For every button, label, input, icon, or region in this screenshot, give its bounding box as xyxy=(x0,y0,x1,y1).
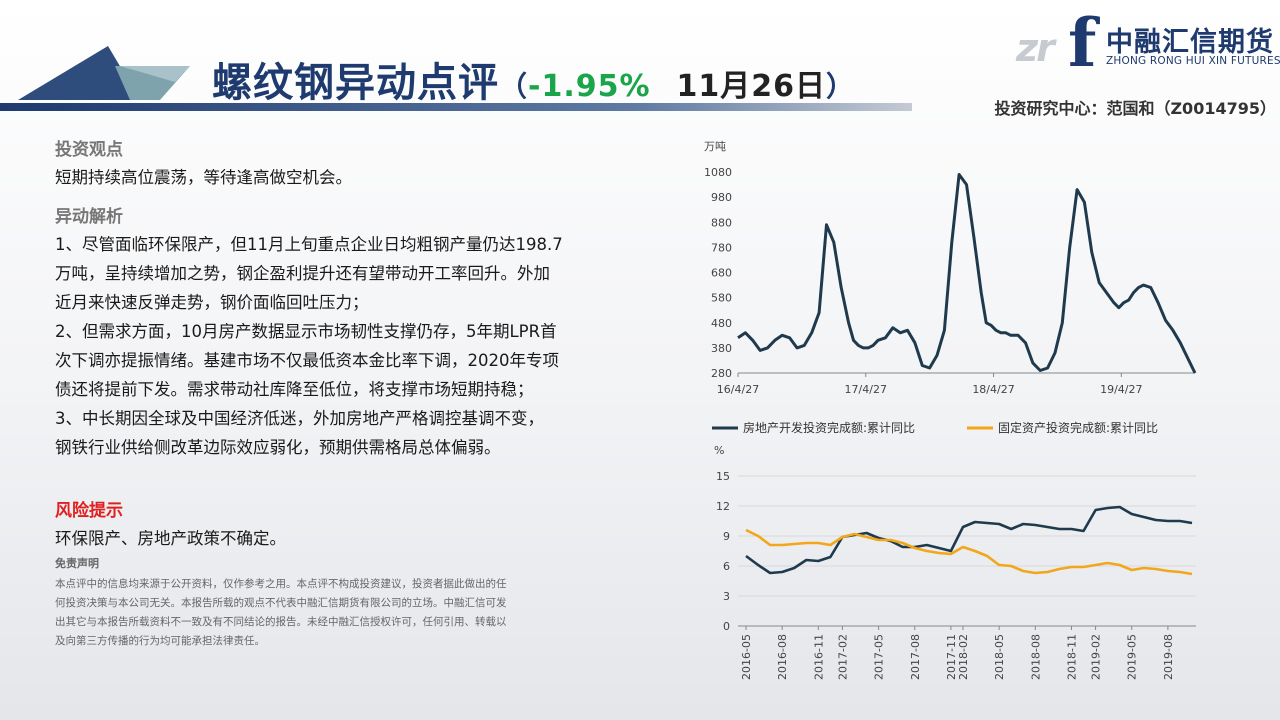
chart1-y-tick: 480 xyxy=(711,317,732,330)
disclaimer-line: 何投资决策与本公司无关。本报告所载的观点不代表中融汇信期货有限公司的立场。中融汇… xyxy=(55,597,507,609)
chart2-x-tick: 2019-05 xyxy=(1126,634,1139,680)
chart1-y-tick: 580 xyxy=(711,292,732,305)
title-highlight: 异动点评 xyxy=(335,60,499,106)
disclaimer-line: 本点评中的信息均来源于公开资料，仅作参考之用。本点评不构成投资建议，投资者据此做… xyxy=(55,578,507,590)
series-line-fixed-asset xyxy=(745,528,1193,576)
chart2-y-tick: 12 xyxy=(716,500,730,513)
header-decoration xyxy=(18,46,190,100)
legend-real-estate: 房地产开发投资完成额:累计同比 xyxy=(743,420,915,435)
analysis-line: 1、尽管面临环保限产，但11月上旬重点企业日均粗钢产量仍达198.7 xyxy=(55,235,563,254)
chart1-x-tick: 17/4/27 xyxy=(845,383,887,396)
chart2-y-unit: % xyxy=(714,444,724,457)
chart1-y-unit: 万吨 xyxy=(704,140,726,153)
chart2-y-tick: 9 xyxy=(723,530,730,543)
chart2-x-tick: 2016-05 xyxy=(740,634,753,680)
analysis-line: 钢铁行业供给侧改革边际效应弱化，预期供需格局总体偏弱。 xyxy=(55,438,501,457)
chart2-x-tick: 2016-08 xyxy=(776,634,789,680)
chart1-y-tick: 680 xyxy=(711,267,732,280)
chart2-x-tick: 2017-02 xyxy=(836,634,849,680)
chart2-y-tick: 15 xyxy=(716,470,730,483)
page-title: 螺纹钢异动点评（-1.95% 11月26日） xyxy=(212,50,855,108)
chart2-y-tick: 6 xyxy=(723,560,730,573)
chart2-x-tick: 2017-05 xyxy=(873,634,886,680)
chart1-x-tick: 16/4/27 xyxy=(717,383,759,396)
disclaimer-body: 本点评中的信息均来源于公开资料，仅作参考之用。本点评不构成投资建议，投资者据此做… xyxy=(55,575,630,651)
steel-output-chart: 万吨 280 380 480 580 680 780 880 980 1080 16/4/27 17/… xyxy=(704,140,1197,396)
investment-growth-chart: 房地产开发投资完成额:累计同比 固定资产投资完成额:累计同比% 0 3 6 9 12 15 20… xyxy=(712,420,1196,680)
chart1-series-line xyxy=(737,173,1197,374)
series-line-real-estate xyxy=(745,505,1193,575)
chart2-x-tick: 2018-08 xyxy=(1029,634,1042,680)
logo-en-name: ZHONG RONG HUI XIN FUTURES xyxy=(1106,55,1280,67)
analysis-line: 次下调亦提振情绪。基建市场不仅最低资本金比率下调，2020年专项 xyxy=(55,351,559,370)
chart1-y-tick: 380 xyxy=(711,342,732,355)
chart1-y-tick: 280 xyxy=(711,367,732,380)
logo-cn-name: 中融汇信期货 xyxy=(1106,27,1274,58)
logo-watermark: zr xyxy=(1016,26,1055,70)
disclaimer-line: 及向第三方传播的行为均可能承担法律责任。 xyxy=(55,635,265,647)
chart1-x-tick: 19/4/27 xyxy=(1100,383,1142,396)
chart2-x-tick: 2017-08 xyxy=(909,634,922,680)
disclaimer-title: 免责声明 xyxy=(55,557,99,570)
price-change: -1.95% xyxy=(528,69,651,104)
text-column: 投资观点 短期持续高位震荡，等待逢高做空机会。 异动解析 1、尽管面临环保限产，… xyxy=(55,137,645,651)
chart2-x-tick: 2016-11 xyxy=(812,634,825,680)
report-date: 11月26日 xyxy=(676,69,827,104)
chart1-y-tick: 780 xyxy=(711,241,732,254)
chart2-x-tick: 2018-11 xyxy=(1065,634,1078,680)
company-logo: zr f 中融汇信期货 ZHONG RONG HUI XIN FUTURES xyxy=(1016,4,1280,82)
analysis-line: 2、但需求方面，10月房产数据显示市场韧性支撑仍存，5年期LPR首 xyxy=(55,322,557,341)
analysis-line: 债还将提前下发。需求带动社库降至低位，将支撑市场短期持稳； xyxy=(55,380,534,399)
chart2-x-tick: 2019-02 xyxy=(1090,634,1103,680)
chart2-x-tick: 2018-05 xyxy=(993,634,1006,680)
risk-title: 风险提示 xyxy=(55,501,123,521)
disclaimer-line: 出其它与本报告所载资料不一致及有不同结论的报告。未经中融汇信授权许可，任何引用、… xyxy=(55,616,507,628)
chart2-x-tick: 2019-08 xyxy=(1162,634,1175,680)
chart1-x-tick: 18/4/27 xyxy=(972,383,1014,396)
header: 螺纹钢异动点评（-1.95% 11月26日） zr f 中融汇信期货 ZHONG … xyxy=(0,0,1280,125)
chart2-y-tick: 0 xyxy=(723,620,730,633)
author-info: 投资研究中心：范国和（Z0014795） xyxy=(994,99,1276,118)
chart1-y-tick: 980 xyxy=(711,191,732,204)
risk-text: 环保限产、房地产政策不确定。 xyxy=(55,529,286,548)
analysis-title: 异动解析 xyxy=(55,207,123,227)
view-text: 短期持续高位震荡，等待逢高做空机会。 xyxy=(55,168,352,187)
view-title: 投资观点 xyxy=(55,140,123,160)
chart2-x-tick: 2017-11 xyxy=(945,634,958,680)
chart1-y-tick: 1080 xyxy=(704,166,732,179)
title-main: 螺纹钢 xyxy=(212,60,335,106)
title-paren-close: ） xyxy=(826,70,856,103)
analysis-line: 近月来快速反弹走势，钢价面临回吐压力； xyxy=(55,293,369,312)
legend-fixed-asset: 固定资产投资完成额:累计同比 xyxy=(998,420,1158,435)
title-paren-open: （ xyxy=(499,70,529,103)
analysis-body: 1、尽管面临环保限产，但11月上旬重点企业日均粗钢产量仍达198.7 万吨，呈持… xyxy=(55,230,645,462)
chart1-y-tick: 880 xyxy=(711,216,732,229)
analysis-line: 万吨，呈持续增加之势，钢企盈利提升还有望带动开工率回升。外加 xyxy=(55,264,550,283)
header-bar xyxy=(0,103,912,111)
chart2-x-tick: 2018-02 xyxy=(957,634,970,680)
logo-letter: f xyxy=(1068,4,1097,82)
analysis-line: 3、中长期因全球及中国经济低迷，外加房地产严格调控基调不变， xyxy=(55,409,544,428)
chart2-y-tick: 3 xyxy=(723,590,730,603)
